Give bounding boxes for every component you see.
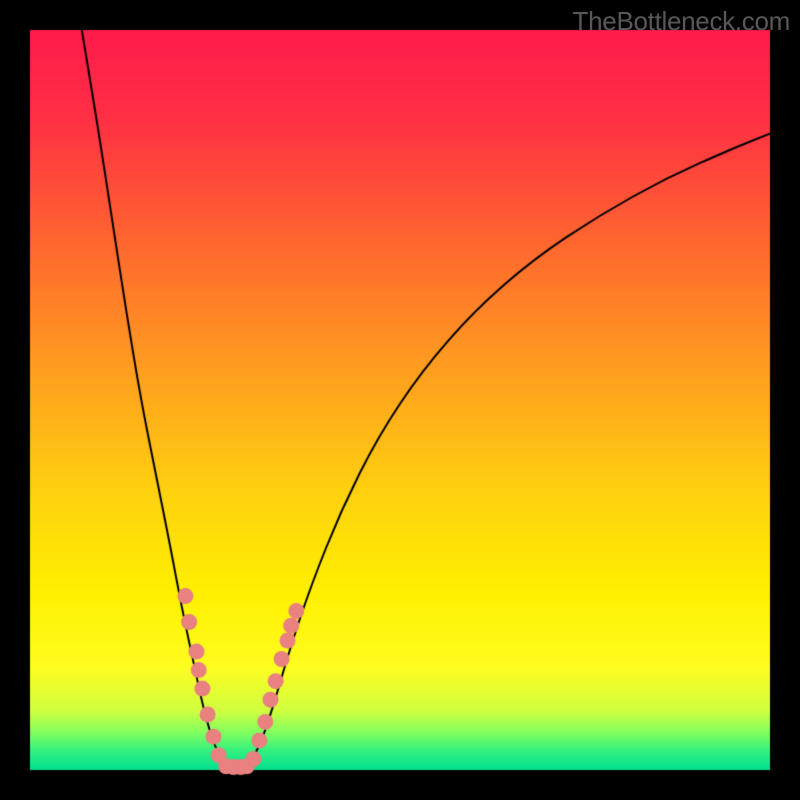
bottleneck-curve-chart — [0, 0, 800, 800]
chart-container: TheBottleneck.com — [0, 0, 800, 800]
